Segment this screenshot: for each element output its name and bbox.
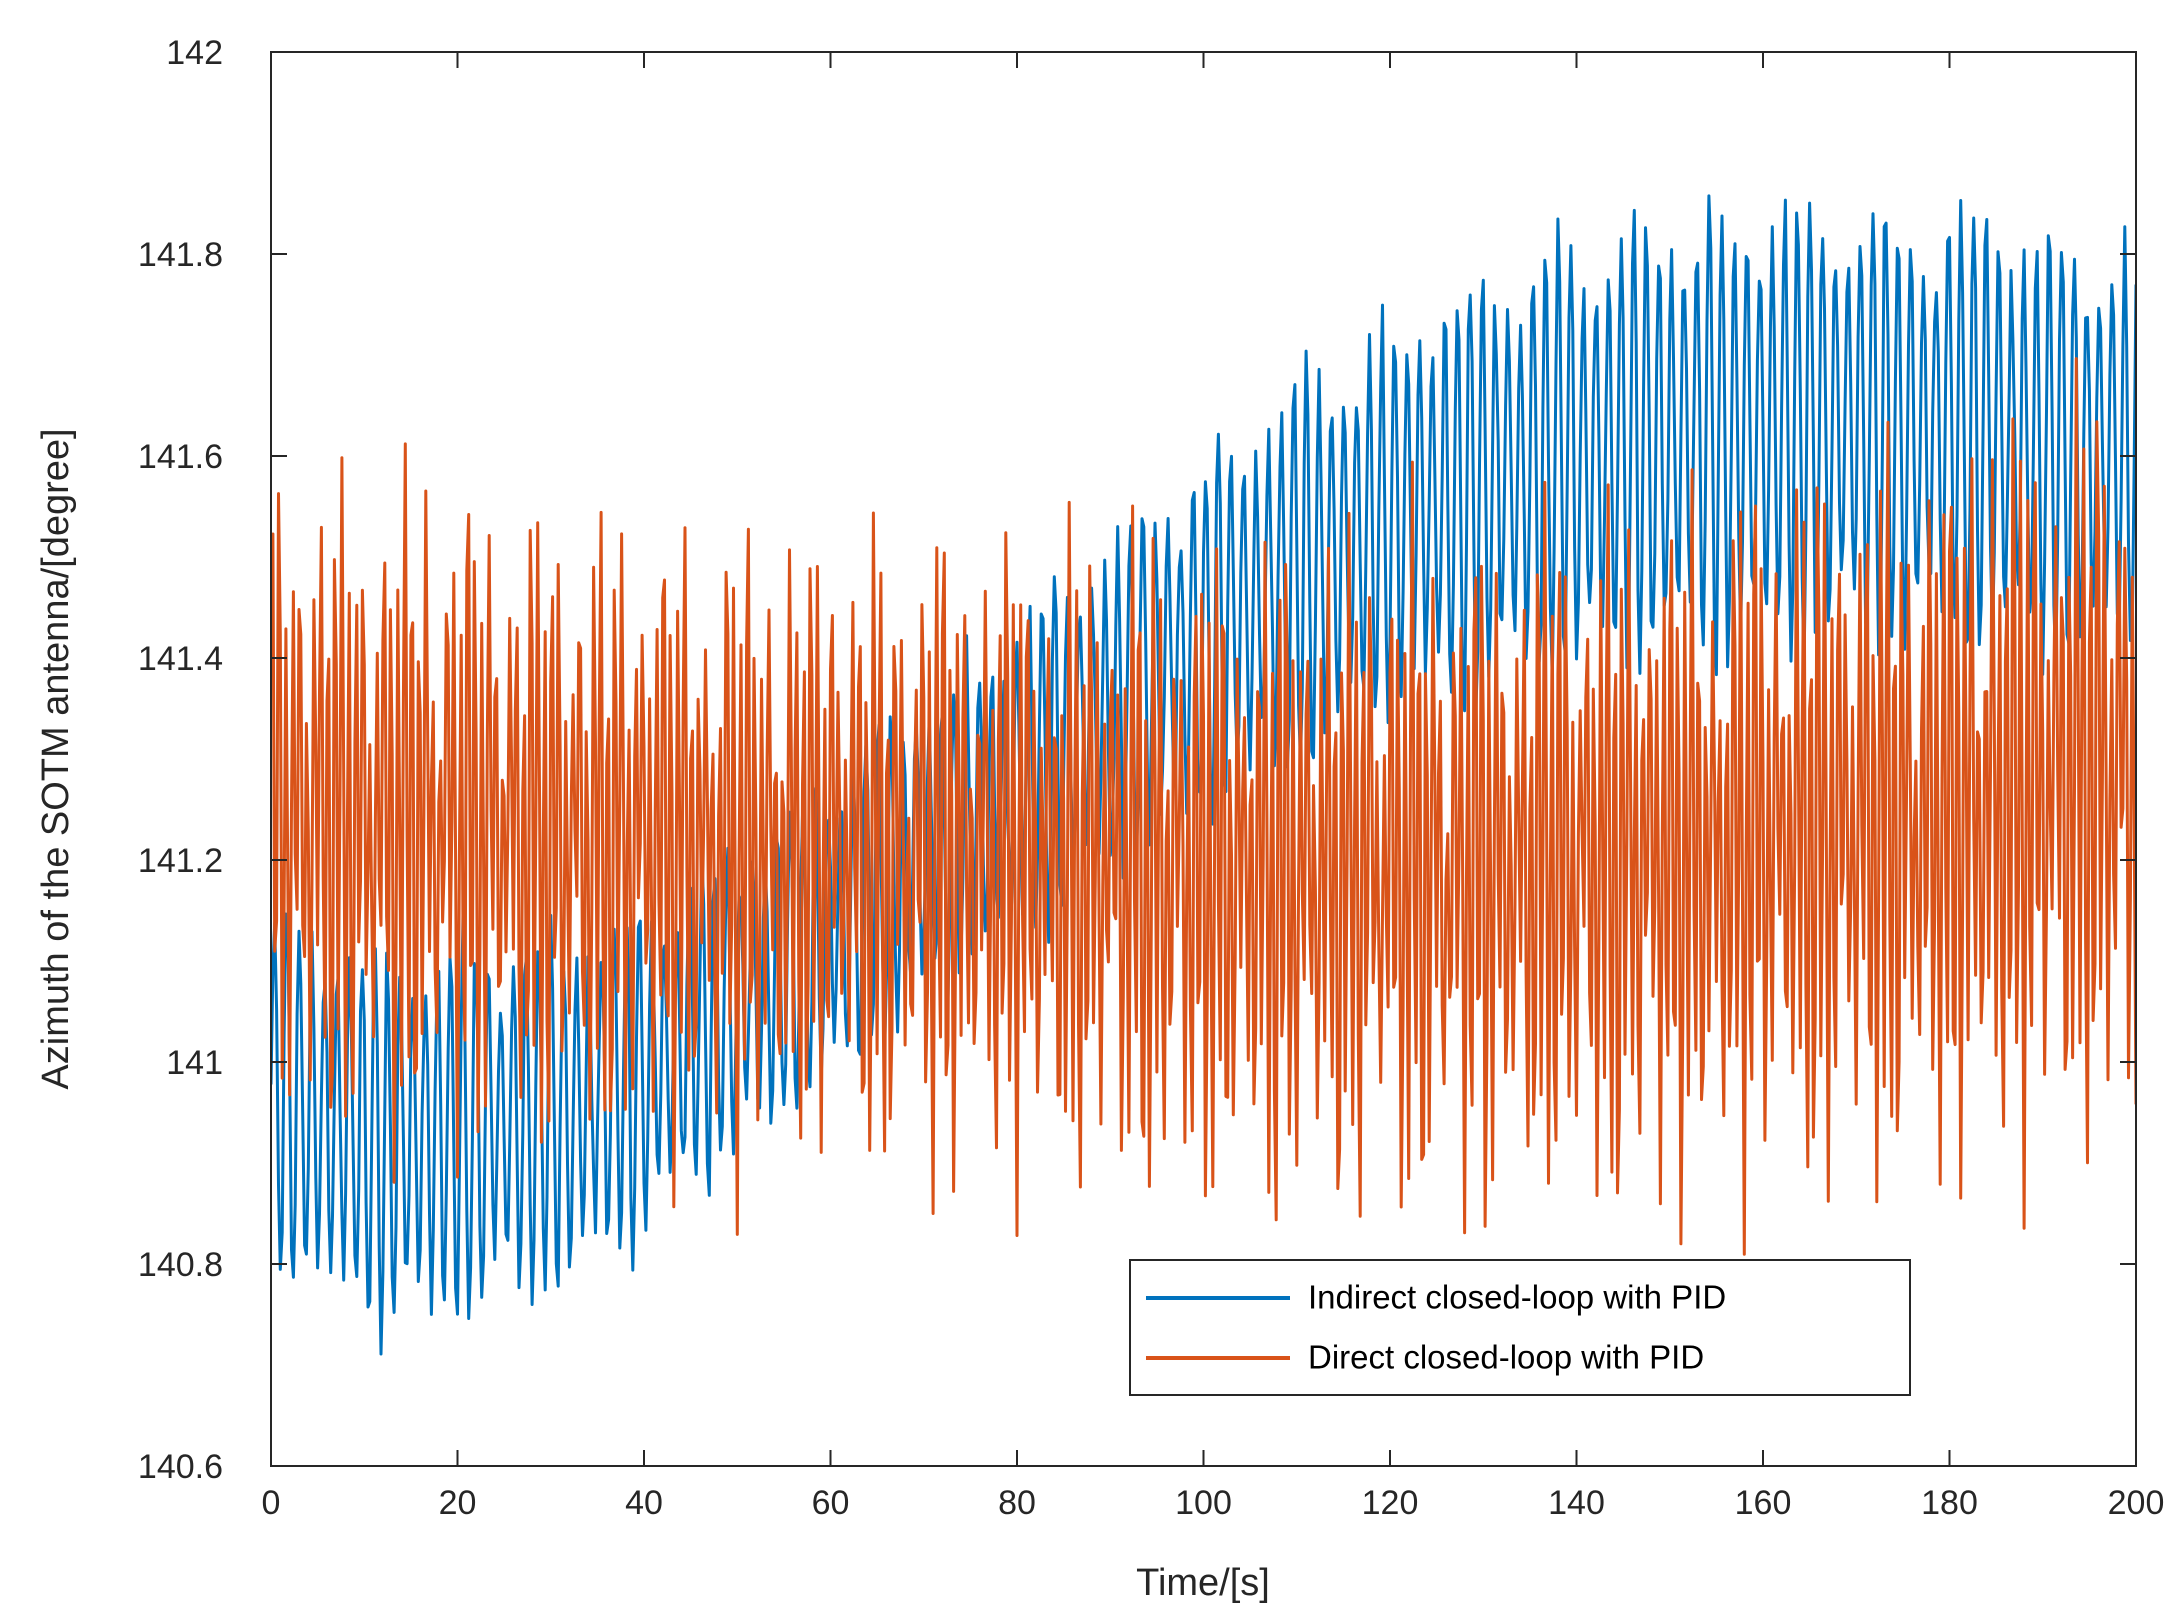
y-axis-ticks: 140.6 140.8 141 141.2 141.4 141.6 141.8 142: [138, 34, 2136, 1486]
x-tick-label: 140: [1548, 1484, 1605, 1522]
legend-label-direct: Direct closed-loop with PID: [1308, 1339, 1704, 1376]
series-layer: [271, 194, 2136, 1356]
x-tick-label: 20: [439, 1484, 477, 1522]
x-tick-label: 120: [1362, 1484, 1419, 1522]
y-tick-label: 141.2: [138, 842, 223, 880]
x-tick-label: 0: [262, 1484, 281, 1522]
series-line-direct: [271, 357, 2136, 1256]
legend-box: [1129, 1259, 1911, 1396]
x-tick-label: 160: [1735, 1484, 1792, 1522]
y-tick-label: 141.8: [138, 236, 223, 274]
series-line-indirect: [271, 194, 2136, 1356]
y-axis-label: Azimuth of the SOTM antenna/[degree]: [35, 428, 77, 1089]
legend-label-indirect: Indirect closed-loop with PID: [1308, 1279, 1726, 1316]
y-tick-label: 141: [166, 1044, 223, 1082]
x-tick-label: 100: [1175, 1484, 1232, 1522]
y-tick-label: 141.6: [138, 438, 223, 476]
y-tick-label: 140.8: [138, 1246, 223, 1284]
legend: Indirect closed-loop with PID Direct clo…: [1129, 1259, 1911, 1396]
y-tick-label: 140.6: [138, 1448, 223, 1486]
y-tick-label: 142: [166, 34, 223, 72]
x-tick-label: 60: [812, 1484, 850, 1522]
x-axis-ticks: 0 20 40 60 80 100 120 140 160 180 200: [262, 52, 2165, 1522]
x-tick-label: 180: [1921, 1484, 1978, 1522]
y-tick-label: 141.4: [138, 640, 223, 678]
x-axis-label: Time/[s]: [1136, 1562, 1270, 1604]
x-tick-label: 80: [998, 1484, 1036, 1522]
x-tick-label: 40: [625, 1484, 663, 1522]
x-tick-label: 200: [2108, 1484, 2165, 1522]
